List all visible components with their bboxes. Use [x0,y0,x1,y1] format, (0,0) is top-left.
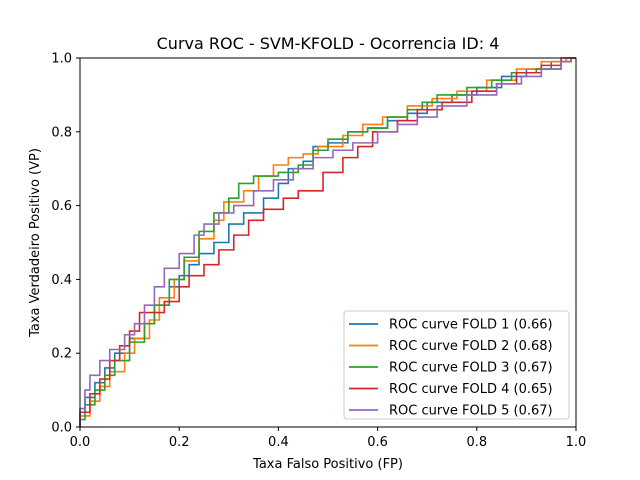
legend-label-fold-1: ROC curve FOLD 1 (0.66) [389,318,553,333]
series-line-fold-3 [79,57,576,427]
legend-label-fold-3: ROC curve FOLD 3 (0.67) [389,361,553,376]
y-tick-label: 1.0 [51,52,72,67]
x-tick-label: 0.8 [466,435,487,450]
legend-items: ROC curve FOLD 1 (0.66) ROC curve FOLD 2 … [349,318,553,419]
y-tick-label: 0.0 [51,421,72,436]
x-tick-label: 0.2 [169,435,190,450]
x-tick-label: 0.4 [268,435,289,450]
legend: ROC curve FOLD 1 (0.66) ROC curve FOLD 2 … [343,310,570,420]
x-tick-label: 0.0 [70,435,91,450]
legend-label-fold-2: ROC curve FOLD 2 (0.68) [389,339,553,354]
x-axis-label: Taxa Falso Positivo (FP) [252,457,403,472]
x-tick-label: 0.6 [367,435,388,450]
plot-frame [79,57,577,428]
plot-area [79,57,577,428]
x-axis-ticks: 0.0 0.2 0.4 0.6 0.8 1.0 [70,427,587,450]
legend-label-fold-5: ROC curve FOLD 5 (0.67) [389,404,553,419]
x-tick-label: 1.0 [566,435,587,450]
y-tick-label: 0.6 [51,199,72,214]
series-line-fold-5 [79,57,576,427]
y-tick-label: 0.2 [51,347,72,362]
legend-label-fold-4: ROC curve FOLD 4 (0.65) [389,382,553,397]
y-axis-ticks: 0.0 0.2 0.4 0.6 0.8 1.0 [51,52,80,436]
series-group [79,57,576,427]
series-line-fold-4 [79,57,576,427]
chart-title: Curva ROC - SVM-KFOLD - Ocorrencia ID: 4 [157,34,500,53]
y-tick-label: 0.4 [51,273,72,288]
legend-box [343,310,570,420]
y-axis-label: Taxa Verdadeiro Positivo (VP) [28,148,43,338]
y-tick-label: 0.8 [51,125,72,140]
